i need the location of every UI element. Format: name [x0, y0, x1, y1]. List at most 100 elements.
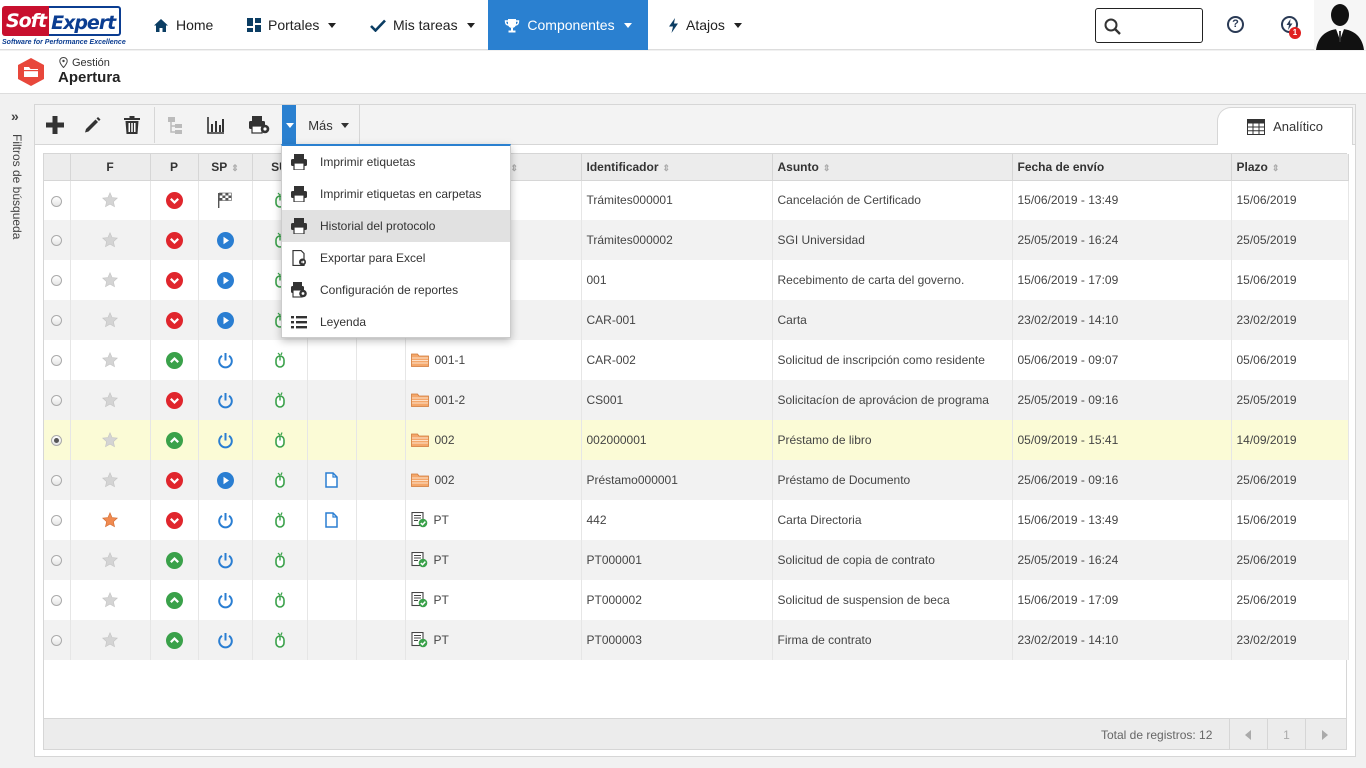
favorite-star-icon[interactable]: [102, 352, 118, 368]
row-radio[interactable]: [51, 595, 63, 607]
nav-atajos[interactable]: Atajos: [668, 0, 748, 50]
avatar[interactable]: [1314, 0, 1366, 50]
favorite-star-icon[interactable]: [102, 512, 118, 528]
cell-doc[interactable]: [307, 540, 357, 580]
menu-item-export-excel[interactable]: Exportar para Excel: [282, 242, 510, 274]
row-select[interactable]: [44, 180, 71, 220]
row-select[interactable]: [44, 420, 71, 460]
tab-analitico[interactable]: Analítico: [1217, 107, 1353, 145]
col-priority[interactable]: P: [150, 154, 199, 181]
breadcrumb-parent[interactable]: Gestión: [72, 57, 110, 69]
cell-favorite[interactable]: [70, 180, 151, 220]
cell-favorite[interactable]: [70, 620, 151, 660]
favorite-star-icon[interactable]: [102, 272, 118, 288]
table-row[interactable]: 002 Préstamo000001 Préstamo de Documento…: [44, 460, 1349, 500]
cell-favorite[interactable]: [70, 540, 151, 580]
search-input[interactable]: [1095, 8, 1203, 43]
cell-favorite[interactable]: [70, 340, 151, 380]
cell-doc[interactable]: [307, 420, 357, 460]
document-icon[interactable]: [325, 512, 338, 528]
page-number[interactable]: 1: [1267, 719, 1305, 750]
delete-button[interactable]: [112, 105, 152, 145]
row-select[interactable]: [44, 580, 71, 620]
row-radio[interactable]: [51, 195, 63, 207]
next-page-button[interactable]: [1305, 719, 1343, 750]
nav-componentes[interactable]: Componentes: [488, 0, 648, 50]
row-radio[interactable]: [51, 355, 63, 367]
favorite-star-icon[interactable]: [102, 312, 118, 328]
menu-item-print-labels[interactable]: Imprimir etiquetas: [282, 146, 510, 178]
more-button[interactable]: Más: [298, 105, 360, 145]
row-radio[interactable]: [51, 435, 63, 447]
favorite-star-icon[interactable]: [102, 192, 118, 208]
row-radio[interactable]: [51, 395, 63, 407]
cell-doc[interactable]: [307, 620, 357, 660]
row-select[interactable]: [44, 500, 71, 540]
cell-favorite[interactable]: [70, 260, 151, 300]
table-row[interactable]: 002 002000001 Préstamo de libro 05/09/20…: [44, 420, 1349, 460]
row-radio[interactable]: [51, 555, 63, 567]
row-select[interactable]: [44, 300, 71, 340]
row-select[interactable]: [44, 220, 71, 260]
nav-home[interactable]: Home: [153, 0, 227, 50]
row-radio[interactable]: [51, 315, 63, 327]
cell-favorite[interactable]: [70, 220, 151, 260]
table-row[interactable]: 001-2 CS001 Solicitacíon de aprovácion d…: [44, 380, 1349, 420]
workflow-button[interactable]: [155, 105, 195, 145]
row-radio[interactable]: [51, 635, 63, 647]
table-row[interactable]: 001 Recebimento de carta del governo. 15…: [44, 260, 1349, 300]
chart-button[interactable]: [196, 105, 236, 145]
row-radio[interactable]: [51, 475, 63, 487]
favorite-star-icon[interactable]: [102, 432, 118, 448]
document-icon[interactable]: [325, 472, 338, 488]
row-radio[interactable]: [51, 275, 63, 287]
print-dropdown-toggle[interactable]: [282, 105, 296, 145]
favorite-star-icon[interactable]: [102, 552, 118, 568]
menu-item-report-settings[interactable]: Configuración de reportes: [282, 274, 510, 306]
col-fecha-envio[interactable]: Fecha de envío: [1012, 154, 1232, 181]
row-radio[interactable]: [51, 515, 63, 527]
cell-favorite[interactable]: [70, 580, 151, 620]
cell-doc[interactable]: [307, 340, 357, 380]
col-asunto[interactable]: Asunto ⇕: [772, 154, 1013, 181]
cell-favorite[interactable]: [70, 420, 151, 460]
table-row[interactable]: PT PT000001 Solicitud de copia de contra…: [44, 540, 1349, 580]
favorite-star-icon[interactable]: [102, 592, 118, 608]
row-select[interactable]: [44, 460, 71, 500]
col-plazo[interactable]: Plazo ⇕: [1231, 154, 1349, 181]
add-button[interactable]: [35, 105, 75, 145]
row-select[interactable]: [44, 340, 71, 380]
print-settings-button[interactable]: [239, 105, 279, 145]
menu-item-protocol-history[interactable]: Historial del protocolo: [282, 210, 510, 242]
menu-item-print-folder-labels[interactable]: Imprimir etiquetas en carpetas: [282, 178, 510, 210]
table-row[interactable]: PT PT000003 Firma de contrato 23/02/2019…: [44, 620, 1349, 660]
table-row[interactable]: PT PT000002 Solicitud de suspension de b…: [44, 580, 1349, 620]
cell-favorite[interactable]: [70, 500, 151, 540]
nav-portales[interactable]: Portales: [247, 0, 343, 50]
col-identificador[interactable]: Identificador ⇕: [581, 154, 773, 181]
row-select[interactable]: [44, 260, 71, 300]
row-select[interactable]: [44, 620, 71, 660]
favorite-star-icon[interactable]: [102, 632, 118, 648]
edit-button[interactable]: [72, 105, 112, 145]
prev-page-button[interactable]: [1229, 719, 1267, 750]
cell-doc[interactable]: [307, 500, 357, 540]
col-favorite[interactable]: F: [70, 154, 151, 181]
cell-doc[interactable]: [307, 580, 357, 620]
search-filters-toggle[interactable]: » Filtros de búsqueda: [0, 104, 34, 254]
row-radio[interactable]: [51, 235, 63, 247]
table-row[interactable]: Trámites000002 SGI Universidad 25/05/201…: [44, 220, 1349, 260]
menu-item-legend[interactable]: Leyenda: [282, 306, 510, 338]
row-select[interactable]: [44, 540, 71, 580]
row-select[interactable]: [44, 380, 71, 420]
help-icon[interactable]: ?: [1227, 16, 1244, 33]
cell-favorite[interactable]: [70, 300, 151, 340]
table-row[interactable]: PT 442 Carta Directoria 15/06/2019 - 13:…: [44, 500, 1349, 540]
table-row[interactable]: 001-1 CAR-002 Solicitud de inscripción c…: [44, 340, 1349, 380]
favorite-star-icon[interactable]: [102, 232, 118, 248]
col-sp[interactable]: SP ⇕: [198, 154, 253, 181]
cell-doc[interactable]: [307, 380, 357, 420]
cell-doc[interactable]: [307, 460, 357, 500]
cell-favorite[interactable]: [70, 380, 151, 420]
table-row[interactable]: Trámites000001 Cancelación de Certificad…: [44, 180, 1349, 220]
